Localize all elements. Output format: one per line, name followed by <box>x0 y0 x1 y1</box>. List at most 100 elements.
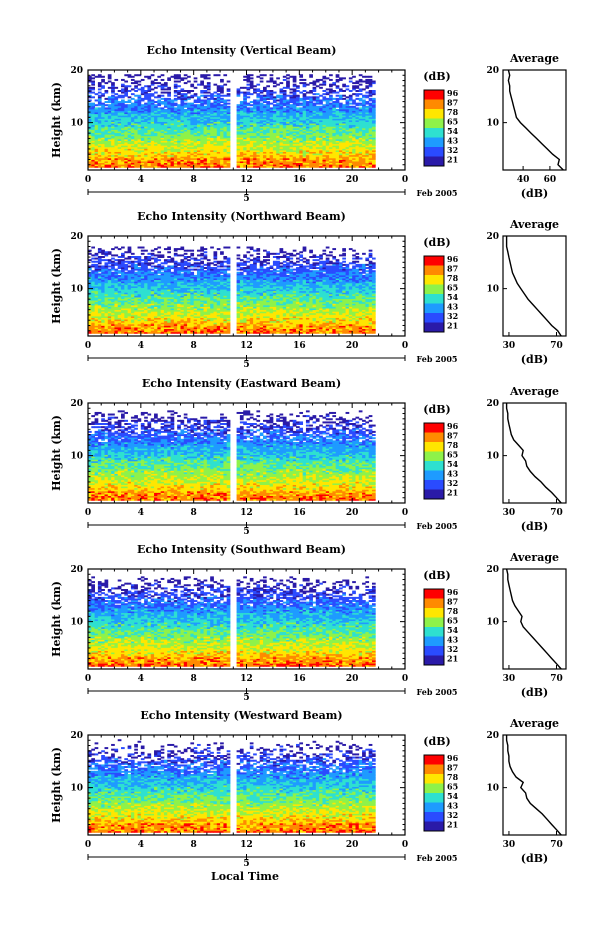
heatmap-cell <box>368 97 373 100</box>
heatmap-cell <box>134 85 138 88</box>
heatmap-cell <box>355 116 360 119</box>
heatmap-cell <box>163 330 168 333</box>
heatmap-cell <box>259 331 264 334</box>
heatmap-cell <box>144 110 148 113</box>
heatmap-cell <box>338 325 343 328</box>
heatmap-cell <box>299 330 304 333</box>
heatmap-cell <box>362 320 366 323</box>
heatmap-cell <box>266 320 271 323</box>
heatmap-cell <box>272 132 277 135</box>
heatmap-cell <box>249 85 254 88</box>
heatmap-cell <box>276 159 280 162</box>
heatmap-cell <box>157 331 162 334</box>
heatmap-cell <box>325 150 330 152</box>
heatmap-cell <box>355 143 360 146</box>
heatmap-cell <box>302 143 307 146</box>
colorbar-level: 65 <box>447 117 458 127</box>
heatmap-cell <box>88 126 92 129</box>
heatmap-cell <box>322 82 327 85</box>
heatmap-cell <box>266 112 271 115</box>
heatmap-cell <box>147 157 152 160</box>
heatmap-cell <box>289 112 294 115</box>
heatmap-cell <box>296 140 300 143</box>
heatmap-cell <box>342 151 346 154</box>
heatmap-cell <box>319 161 323 164</box>
heatmap-cell <box>180 323 185 326</box>
heatmap-cell <box>144 91 148 94</box>
heatmap-cell <box>239 105 244 108</box>
heatmap-cell <box>226 154 231 157</box>
heatmap-cell <box>302 107 307 110</box>
heatmap-cell <box>315 123 320 126</box>
heatmap-cell <box>137 105 142 108</box>
heatmap-cell <box>177 161 181 164</box>
heatmap-cell <box>348 110 353 113</box>
heatmap-cell <box>332 105 337 108</box>
heatmap-cell <box>263 94 267 97</box>
heatmap-cell <box>193 80 198 83</box>
heatmap-cell <box>348 322 353 325</box>
heatmap-cell <box>305 127 310 130</box>
heatmap-cell <box>282 325 287 328</box>
heatmap-cell <box>315 102 320 105</box>
heatmap-cell <box>190 161 195 164</box>
heatmap-cell <box>173 107 178 110</box>
heatmap-cell <box>325 165 330 168</box>
heatmap-cell <box>144 165 148 168</box>
heatmap-cell <box>289 148 294 151</box>
heatmap-cell <box>302 156 307 159</box>
heatmap-cell <box>134 116 138 119</box>
heatmap-cell <box>140 325 145 328</box>
heatmap-cell <box>279 121 284 124</box>
heatmap-cell <box>272 127 277 130</box>
heatmap-cell <box>352 162 356 165</box>
heatmap-cell <box>319 137 323 140</box>
heatmap-cell <box>362 120 366 122</box>
heatmap-cell <box>249 112 254 115</box>
heatmap-cell <box>312 104 317 107</box>
heatmap-cell <box>220 142 224 145</box>
heatmap-cell <box>286 325 290 328</box>
heatmap-cell <box>190 325 195 328</box>
heatmap-cell <box>263 99 267 102</box>
heatmap-cell <box>312 146 317 149</box>
heatmap-cell <box>154 116 158 119</box>
heatmap-cell <box>279 118 284 121</box>
heatmap-cell <box>319 145 323 148</box>
heatmap-cell <box>286 150 290 152</box>
heatmap-cell <box>309 138 313 141</box>
heatmap-cell <box>144 112 148 115</box>
heatmap-cell <box>279 151 284 154</box>
heatmap-cell <box>223 138 228 141</box>
heatmap-cell <box>213 116 218 119</box>
heatmap-cell <box>213 323 218 326</box>
heatmap-cell <box>319 102 323 105</box>
heatmap-cell <box>296 90 300 92</box>
heatmap-cell <box>210 107 214 110</box>
heatmap-cell <box>216 74 221 77</box>
heatmap-cell <box>140 320 145 323</box>
heatmap-cell <box>259 325 264 328</box>
heatmap-cell <box>312 127 317 130</box>
heatmap-cell <box>348 330 353 333</box>
heatmap-cell <box>338 151 343 154</box>
heatmap-cell <box>345 96 350 99</box>
heatmap-cell <box>299 325 304 328</box>
heatmap-cell <box>216 134 221 137</box>
heatmap-cell <box>335 108 340 111</box>
heatmap-cell <box>325 108 330 111</box>
heatmap-cell <box>239 154 244 157</box>
heatmap-cell <box>107 129 112 132</box>
heatmap-cell <box>332 123 337 126</box>
heatmap-cell <box>187 330 191 333</box>
heatmap-cell <box>107 127 112 130</box>
heatmap-cell <box>253 162 257 165</box>
heatmap-cell <box>296 330 300 333</box>
heatmap-cell <box>127 107 132 110</box>
heatmap-cell <box>272 85 277 88</box>
heatmap-cell <box>91 102 95 105</box>
heatmap-cell <box>342 330 346 333</box>
heatmap-cell <box>117 101 122 104</box>
heatmap-cell <box>263 322 267 325</box>
heatmap-cell <box>111 161 115 164</box>
